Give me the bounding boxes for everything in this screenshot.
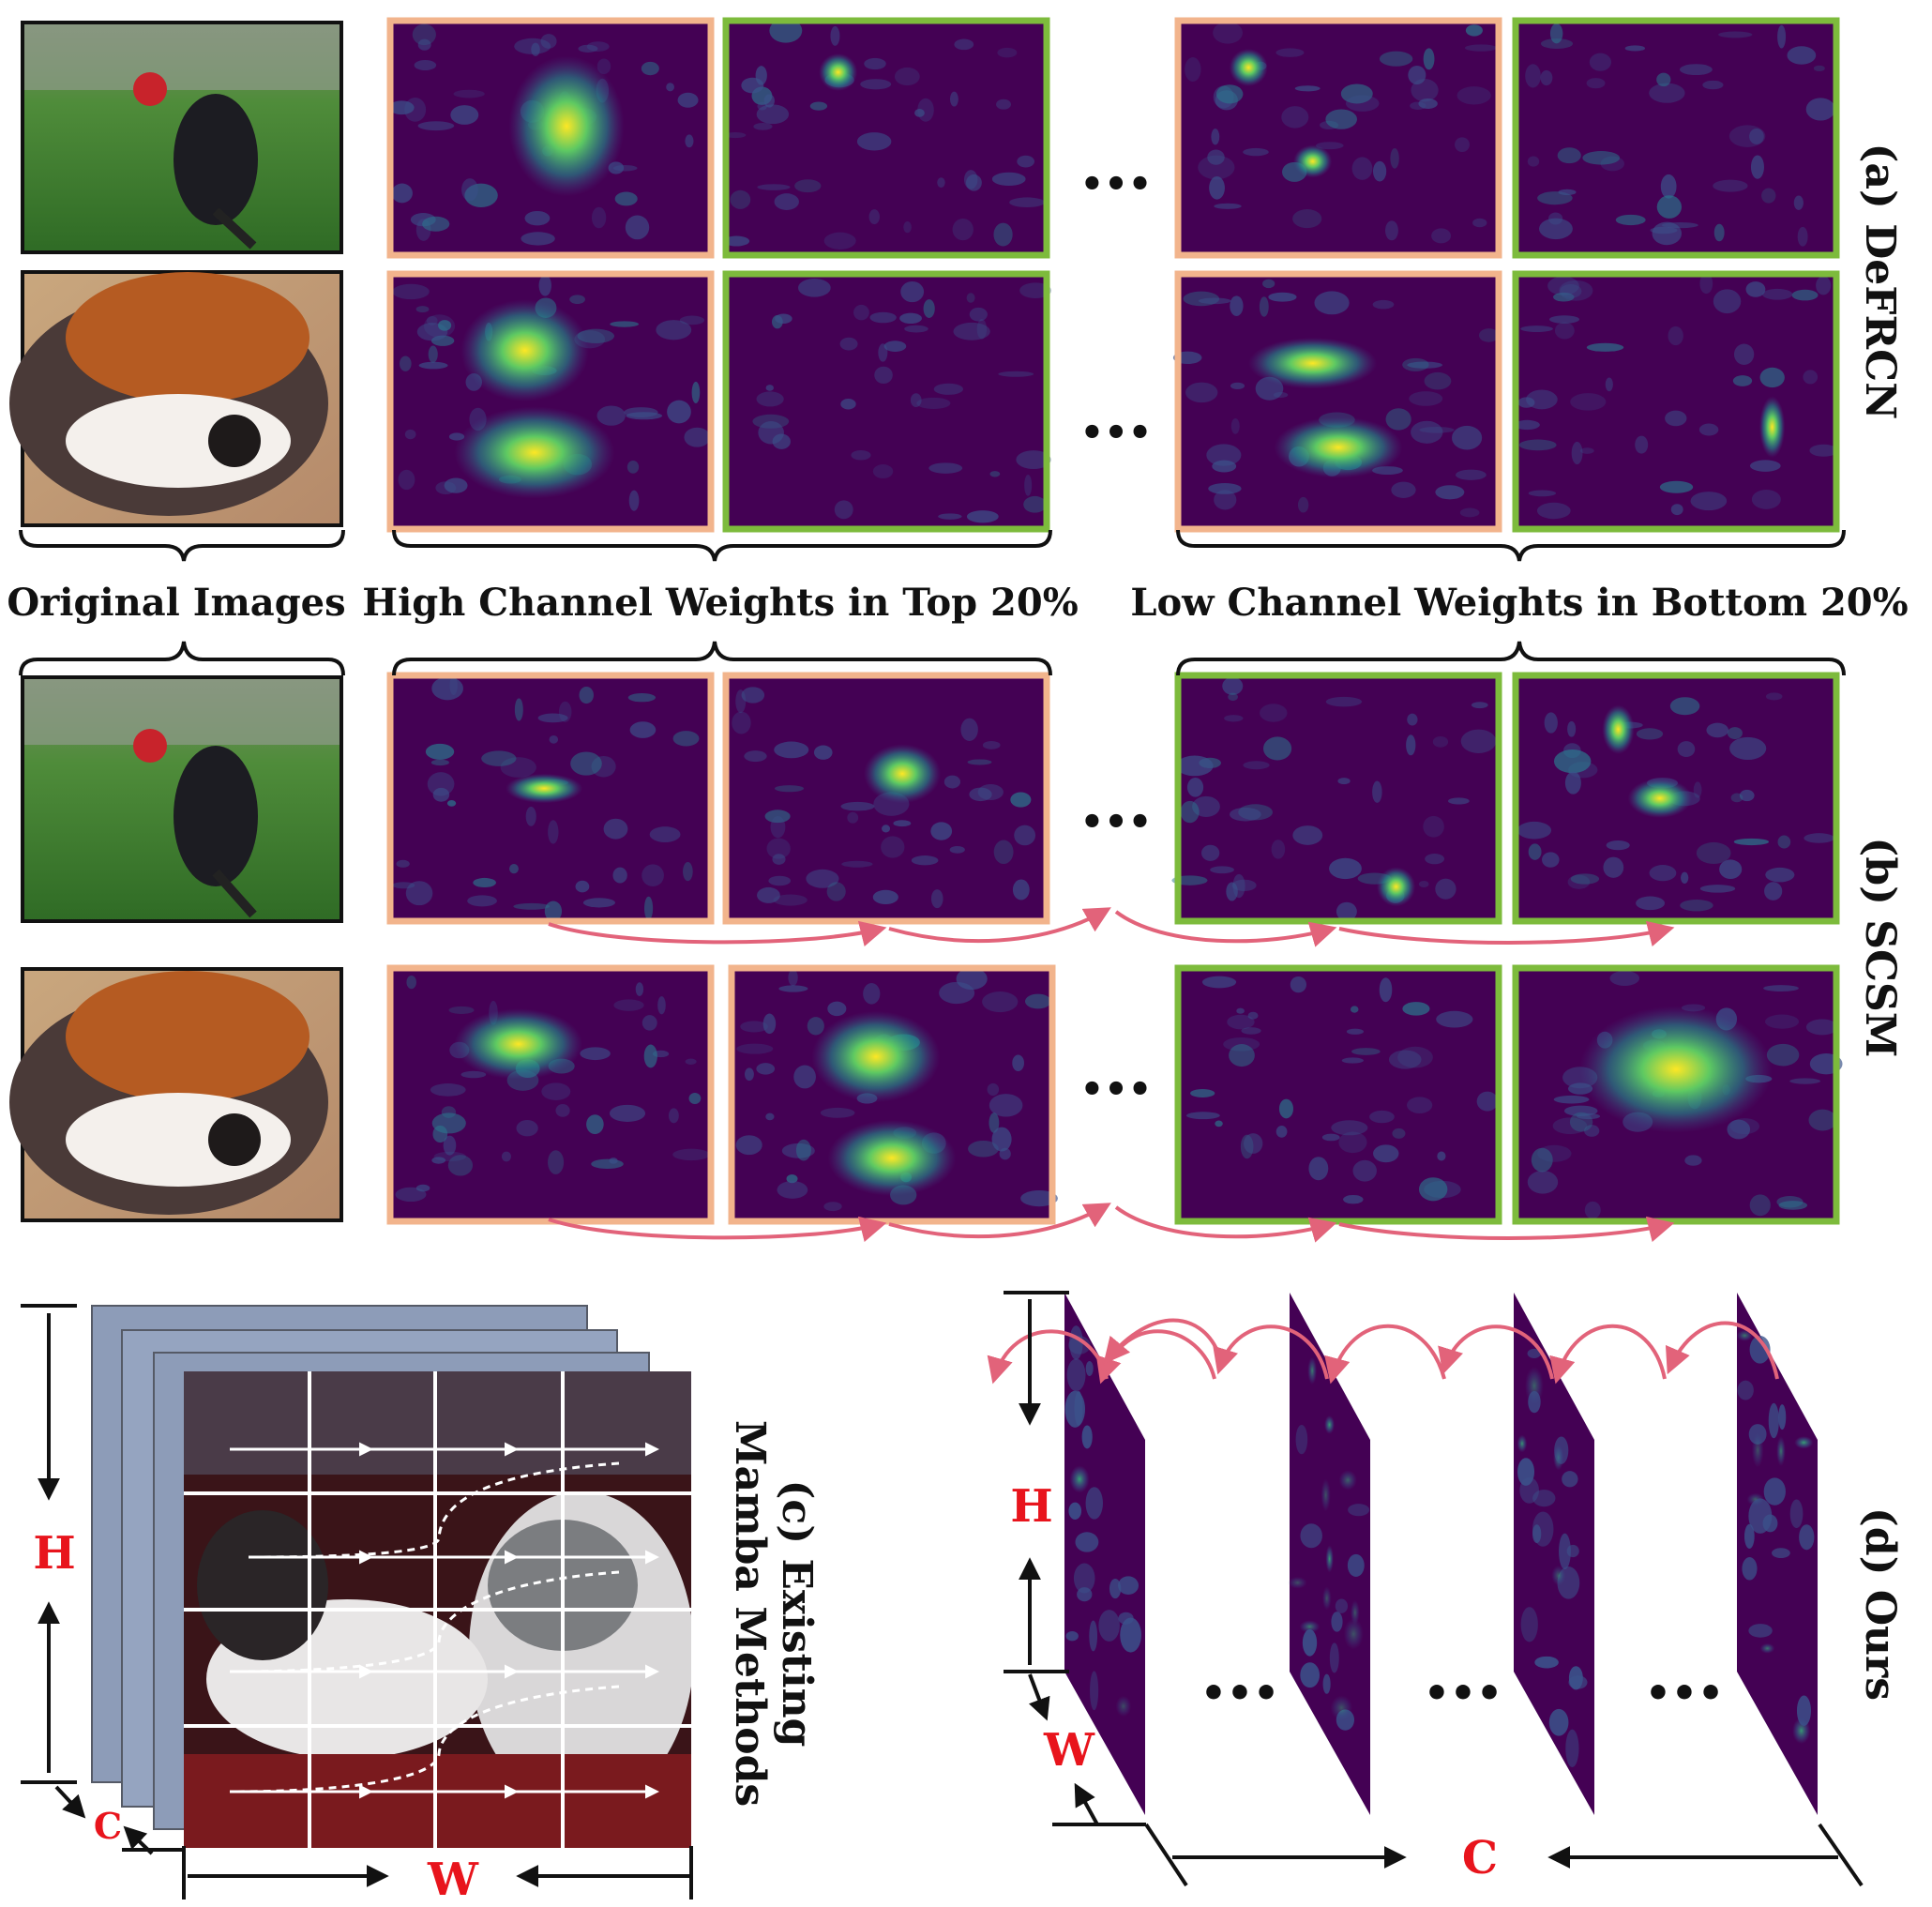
caption-original: Original Images [7,581,345,625]
ellipsis-b2: ••• [1080,1067,1153,1112]
heatmap-a2-low-1 [1172,270,1502,533]
heatmap-grid [386,17,1843,1225]
ellipsis-d3: ••• [1645,1670,1724,1718]
brace-low-top [1176,529,1846,562]
original-images-row-a [9,21,343,527]
axis-label-c-c: C [94,1805,122,1847]
panel-c-existing-mamba: H C W (c) Existing Mamba Methods [21,1304,821,1906]
heatmap-a1-high-2 [722,17,1050,259]
heatmap-a1-high-1 [386,17,715,259]
scsm-arrows [548,907,1675,1243]
original-images-row-b1 [9,675,343,1222]
heatmap-b2-high-2 [728,964,1058,1225]
cats-photo-a [9,270,343,527]
axis-label-d-w: W [1043,1724,1095,1777]
axes-d [1004,1291,1864,1887]
ellipsis-b1: ••• [1080,800,1153,844]
caption-low: Low Channel Weights in Bottom 20% [1130,581,1908,625]
scan-path [229,1442,659,1799]
heatmap-b2-high-1 [386,964,715,1225]
oblique-sheet-4 [1736,1293,1818,1815]
axis-label-d-h: H [1010,1480,1052,1533]
ellipsis-d1: ••• [1200,1670,1279,1718]
panel-d-ours: H W C ••• ••• ••• (d) Ours [987,1291,1904,1887]
brace-original-top [19,529,345,562]
axis-label-c-w: W [427,1854,479,1906]
heatmap-a2-high-1 [386,270,715,533]
label-ours: (d) Ours [1856,1507,1904,1701]
heatmap-a2-low-2 [1512,270,1840,533]
heatmap-b1-high-2 [722,672,1050,925]
axis-label-c-h: H [33,1527,75,1580]
heatmap-a2-high-2 [722,270,1052,533]
heatmap-b2-low-2 [1512,964,1843,1225]
axes-c [21,1304,693,1899]
heatmap-b1-low-2 [1512,672,1840,925]
bird-photo-a [21,21,343,254]
heatmap-b2-low-1 [1174,964,1502,1225]
heatmap-b1-high-1 [386,672,715,925]
brace-original-bottom [19,641,345,676]
cats-photo-b [9,967,343,1222]
ellipsis-a1: ••• [1080,162,1153,206]
heatmap-b1-low-1 [1171,672,1502,925]
patch-grid [184,1371,691,1848]
label-existing: (c) Existing [773,1480,821,1748]
label-defrcn: (a) DeFRCN [1856,144,1904,420]
heatmap-a1-low-2 [1512,17,1840,259]
oblique-sheet-3 [1514,1293,1594,1815]
label-mamba-methods: Mamba Methods [726,1420,774,1807]
bird-photo-b [21,675,343,923]
label-scsm: (b) SCSM [1856,838,1904,1058]
ours-arrows [987,1318,1779,1385]
ellipsis-d2: ••• [1424,1670,1502,1718]
oblique-sheet-2 [1288,1293,1370,1815]
oblique-channel-sheets [1064,1293,1818,1815]
axis-label-d-c: C [1462,1832,1498,1884]
caption-high: High Channel Weights in Top 20% [362,581,1078,625]
brace-low-bottom [1176,641,1846,676]
oblique-sheet-1 [1064,1293,1145,1815]
brace-high-top [392,529,1052,562]
braces [19,529,1846,676]
heatmap-a1-low-1 [1174,17,1502,259]
ellipsis-a2: ••• [1080,411,1153,455]
brace-high-bottom [392,641,1052,676]
